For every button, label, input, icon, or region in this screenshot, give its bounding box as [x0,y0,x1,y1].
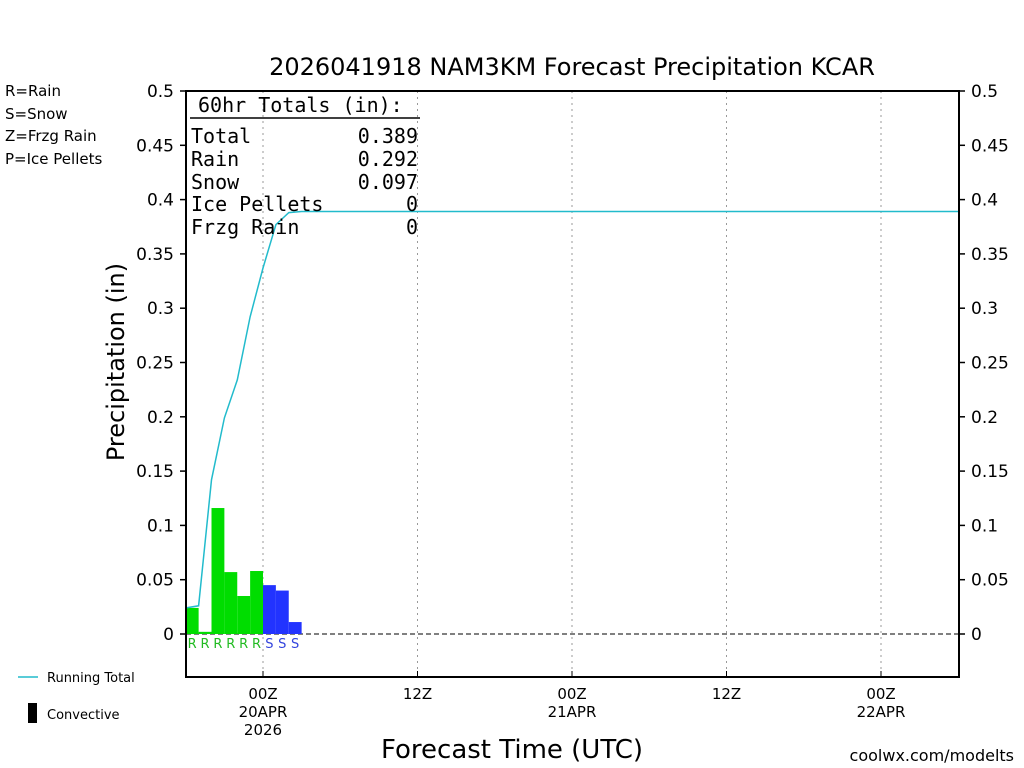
y-tick-label-right: 0.2 [971,408,998,428]
precip-type-letter: R [239,637,248,652]
precip-bar [224,572,238,634]
totals-label-total: Total [191,124,251,148]
y-tick-label-left: 0.3 [147,299,174,319]
y-tick-label-right: 0.45 [971,136,1009,156]
precip-type-letter: R [201,637,210,652]
x-tick-label: 00Z [248,685,277,703]
y-tick-label-right: 0.35 [971,245,1009,265]
y-tick-label-right: 0.3 [971,299,998,319]
totals-value-total: 0.389 [358,124,418,148]
precip-type-letter: S [265,637,273,652]
totals-label-rain: Rain [191,147,239,171]
x-tick-label: 21APR [548,703,597,721]
y-tick-label-right: 0.05 [971,571,1009,591]
y-tick-label-left: 0.15 [136,462,174,482]
precip-type-letter: S [291,637,299,652]
totals-value-snow: 0.097 [358,170,418,194]
convective-swatch [28,703,37,723]
bottom-legend: Running Total Convective [18,671,135,723]
totals-label-snow: Snow [191,170,240,194]
legend-ice-pellets: P=Ice Pellets [5,150,102,168]
x-tick-label: 12Z [712,685,741,703]
precip-bar [185,607,199,634]
precip-bar [198,631,212,634]
precip-bar [288,622,302,634]
y-tick-label-right: 0.25 [971,354,1009,374]
legend-frzg-rain: Z=Frzg Rain [5,127,97,145]
y-tick-label-right: 0.1 [971,516,998,536]
grid-layer [186,91,959,677]
legend-rain: R=Rain [5,82,61,100]
x-tick-label: 22APR [857,703,906,721]
running-total-line [185,210,959,609]
x-tick-label: 00Z [866,685,895,703]
x-tick-label: 00Z [557,685,586,703]
y-tick-label-left: 0.5 [147,82,174,102]
type-legend: R=Rain S=Snow Z=Frzg Rain P=Ice Pellets [5,82,102,168]
chart-title: 2026041918 NAM3KM Forecast Precipitation… [269,53,875,81]
x-axis-label: Forecast Time (UTC) [381,735,643,765]
totals-value-rain: 0.292 [358,147,418,171]
y-axis-label: Precipitation (in) [102,263,130,461]
x-tick-label: 12Z [403,685,432,703]
y-tick-label-left: 0.1 [147,516,174,536]
totals-value-ice-pellets: 0 [406,192,418,216]
y-tick-label-left: 0.2 [147,408,174,428]
y-tick-label-left: 0.45 [136,136,174,156]
y-tick-label-left: 0.35 [136,245,174,265]
precip-bar [263,585,276,634]
y-tick-label-left: 0.05 [136,571,174,591]
precip-bar [275,590,289,634]
y-tick-label-left: 0 [163,625,174,645]
convective-legend-label: Convective [47,708,120,723]
precip-bar [211,508,225,634]
y-tick-label-left: 0.4 [147,191,174,211]
x-tick-label: 2026 [244,721,282,739]
legend-snow: S=Snow [5,105,68,123]
totals-header: 60hr Totals (in): [198,93,403,117]
precip-type-letter: S [278,637,286,652]
y-tick-label-right: 0.4 [971,191,998,211]
y-tick-label-right: 0 [971,625,982,645]
precip-type-letter: R [226,637,235,652]
precip-bar [237,595,251,634]
x-tick-label: 20APR [239,703,288,721]
totals-label-ice-pellets: Ice Pellets [191,192,323,216]
precip-bar [250,571,263,634]
site-credit: coolwx.com/modelts [850,746,1014,765]
running-total-legend-label: Running Total [47,671,135,686]
y-tick-label-left: 0.25 [136,354,174,374]
running-total-layer [185,210,959,609]
y-tick-label-right: 0.5 [971,82,998,102]
precip-type-letter: R [213,637,222,652]
totals-value-frzg-rain: 0 [406,215,418,239]
y-tick-label-right: 0.15 [971,462,1009,482]
precip-type-letter: R [252,637,261,652]
totals-label-frzg-rain: Frzg Rain [191,215,299,239]
totals-box: 60hr Totals (in): Total 0.389 Rain 0.292… [190,93,420,239]
precip-type-letter: R [188,637,197,652]
